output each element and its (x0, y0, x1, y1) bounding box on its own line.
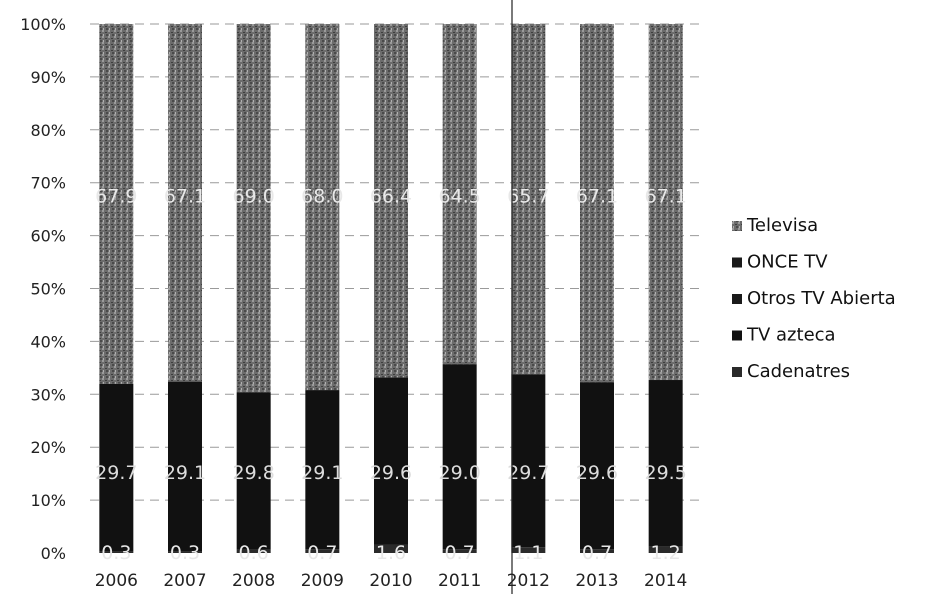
legend: Televisa ONCE TV Otros TV Abierta TV azteca… (732, 215, 896, 382)
y-axis: 0% 10% 20% 30% 40% 50% 60% 70% 80% 90% 100% (20, 15, 66, 563)
y-tick-label: 100% (20, 15, 66, 34)
bar-segment (511, 547, 546, 553)
y-tick-label: 20% (30, 438, 66, 457)
legend-swatch (732, 221, 742, 231)
x-tick-label: 2009 (301, 571, 344, 591)
legend-swatch (732, 330, 742, 341)
data-label-televisa: 67.1 (576, 185, 618, 207)
data-label-cadenatres: 0.7 (445, 542, 475, 564)
y-tick-label: 0% (41, 544, 66, 563)
x-tick-label: 2014 (644, 571, 687, 591)
data-label-tv-azteca: 29.7 (95, 462, 137, 484)
y-tick-label: 40% (30, 332, 66, 351)
data-label-televisa: 66.4 (370, 185, 412, 207)
bar-segment (236, 549, 271, 553)
bar-segment (374, 24, 408, 378)
bar-segment (580, 382, 614, 550)
bar-segment (648, 546, 683, 553)
data-label-tv-azteca: 29.8 (233, 462, 275, 484)
x-tick-label: 2012 (507, 571, 550, 591)
data-label-televisa: 65.7 (507, 185, 549, 207)
bar-segment (236, 392, 271, 550)
bar-segment (168, 381, 202, 552)
bar-segment (648, 380, 683, 547)
bar-segment (580, 24, 614, 383)
data-label-televisa: 69.0 (233, 185, 275, 207)
data-label-cadenatres: 0.3 (170, 542, 200, 564)
bar-segment (580, 549, 614, 553)
data-label-cadenatres: 1.6 (376, 542, 406, 564)
x-tick-label: 2007 (163, 571, 206, 591)
y-tick-label: 70% (30, 174, 66, 193)
bar-segment (305, 24, 340, 391)
x-tick-label: 2013 (575, 571, 618, 591)
bar-segment (99, 551, 134, 553)
data-label-cadenatres: 0.3 (101, 542, 131, 564)
x-tick-label: 2011 (438, 571, 481, 591)
bar-segment (99, 383, 134, 552)
x-axis: 2006 2007 2008 2009 2010 2011 2012 2013 2014 (95, 571, 688, 591)
data-label-cadenatres: 0.7 (307, 542, 337, 564)
bar-segment (168, 551, 202, 553)
x-tick-label: 2006 (95, 571, 138, 591)
bar-segment (374, 377, 408, 545)
data-label-tv-azteca: 29.1 (164, 462, 206, 484)
data-label-televisa: 64.5 (439, 185, 481, 207)
data-label-tv-azteca: 29.5 (645, 462, 687, 484)
y-tick-label: 80% (30, 121, 66, 140)
bar-segment (99, 24, 134, 384)
legend-label: Cadenatres (747, 361, 850, 382)
bars: 0.3 29.7 67.9 0.3 29.1 67.1 0.6 29.8 69.0 0.7 29.1… (95, 24, 687, 564)
data-label-televisa: 68.0 (301, 185, 343, 207)
bar-segment (648, 24, 683, 381)
y-tick-label: 10% (30, 491, 66, 510)
legend-swatch (732, 294, 742, 304)
legend-label: TV azteca (746, 325, 836, 346)
y-tick-label: 90% (30, 68, 66, 87)
bar-segment (374, 544, 408, 553)
y-tick-label: 30% (30, 385, 66, 404)
legend-swatch (732, 367, 742, 377)
data-label-tv-azteca: 29.6 (370, 462, 412, 484)
bar-segment (442, 549, 477, 553)
data-label-tv-azteca: 29.7 (507, 462, 549, 484)
data-label-tv-azteca: 29.1 (301, 462, 343, 484)
y-tick-label: 60% (30, 227, 66, 246)
data-label-televisa: 67.1 (164, 185, 206, 207)
bar-segment (305, 390, 340, 550)
legend-label: Televisa (746, 215, 818, 236)
data-label-cadenatres: 1.1 (513, 542, 543, 564)
legend-label: ONCE TV (747, 252, 828, 273)
legend-swatch (732, 257, 742, 268)
y-tick-label: 50% (30, 280, 66, 299)
data-label-televisa: 67.9 (95, 185, 137, 207)
data-label-televisa: 67.1 (645, 185, 687, 207)
bar-segment (511, 374, 546, 548)
legend-label: Otros TV Abierta (747, 288, 896, 309)
x-tick-label: 2010 (369, 571, 412, 591)
data-label-cadenatres: 1.2 (651, 542, 681, 564)
data-label-cadenatres: 0.6 (239, 542, 269, 564)
bar-segment (305, 549, 340, 553)
data-label-tv-azteca: 29.6 (576, 462, 618, 484)
x-tick-label: 2008 (232, 571, 275, 591)
bar-segment (511, 24, 546, 375)
bar-segment (442, 364, 477, 550)
bar-segment (442, 24, 477, 365)
data-label-tv-azteca: 29.0 (439, 462, 481, 484)
bar-segment (168, 24, 202, 382)
data-label-cadenatres: 0.7 (582, 542, 612, 564)
bar-segment (236, 24, 271, 393)
